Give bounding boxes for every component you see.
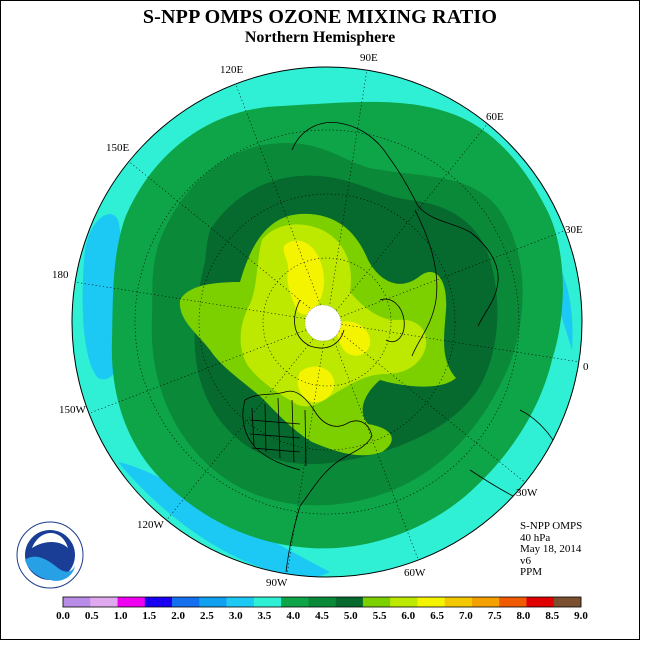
info-block: S-NPP OMPS 40 hPa May 18, 2014 v6 PPM <box>520 520 583 579</box>
lon-label-30w: 30W <box>516 487 538 499</box>
logo-wordmark: NOAA <box>38 544 62 553</box>
colorbar-tick-label: 6.0 <box>401 610 415 622</box>
map-subtitle: Northern Hemisphere <box>244 29 396 46</box>
lon-label-0: 0 <box>583 361 589 373</box>
lon-label-150e: 150E <box>106 142 130 154</box>
colorbar-swatch <box>117 597 146 607</box>
lon-label-60e: 60E <box>486 111 504 123</box>
longitude-labels: 90E 60E 30E 0 30W 60W 90W 120W 150W 180 … <box>52 52 589 589</box>
colorbar-tick-label: 0.0 <box>56 610 70 622</box>
colorbar-tick-label: 0.5 <box>85 610 99 622</box>
info-units: PPM <box>520 566 543 578</box>
colorbar-tick-label: 3.0 <box>229 610 243 622</box>
colorbar-tick-label: 4.0 <box>286 610 300 622</box>
info-level: 40 hPa <box>520 531 551 544</box>
colorbar-tick-label: 3.5 <box>258 610 272 622</box>
lon-label-60w: 60W <box>404 567 426 579</box>
colorbar-tick-label: 1.0 <box>114 610 128 622</box>
globe-outline <box>71 66 583 578</box>
colorbar-swatch <box>199 597 227 607</box>
noaa-logo: NOAA <box>16 521 84 589</box>
lon-label-180: 180 <box>52 269 69 281</box>
colorbar-tick-label: 7.5 <box>488 610 502 622</box>
colorbar-tick-label: 5.0 <box>344 610 358 622</box>
colorbar-tick-label: 8.0 <box>517 610 531 622</box>
colorbar-swatch <box>390 597 418 607</box>
figure-frame <box>0 0 640 640</box>
colorbar-swatch <box>90 597 118 607</box>
colorbar-tick-label: 4.5 <box>315 610 329 622</box>
pole-missing-data <box>304 304 342 342</box>
colorbar-tick-label: 5.5 <box>373 610 387 622</box>
colorbar-swatch <box>526 597 555 607</box>
colorbar-swatch <box>553 597 582 607</box>
lon-label-90e: 90E <box>360 52 378 64</box>
colorbar-swatch <box>444 597 473 607</box>
colorbar-swatch <box>308 597 336 607</box>
colorbar-swatch <box>172 597 200 607</box>
lon-label-30e: 30E <box>565 224 583 236</box>
info-instrument: S-NPP OMPS <box>520 520 583 532</box>
colorbar-swatch <box>471 597 500 607</box>
colorbar-tick-label: 6.5 <box>430 610 444 622</box>
lon-label-150w: 150W <box>59 404 87 416</box>
colorbar-swatch <box>417 597 445 607</box>
lon-label-90w: 90W <box>266 577 288 589</box>
colorbar-swatch <box>253 597 282 607</box>
colorbar-swatch <box>499 597 527 607</box>
info-version: v6 <box>520 554 531 567</box>
colorbar-tick-label: 2.0 <box>171 610 185 622</box>
colorbar-swatch <box>281 597 309 607</box>
colorbar: 0.0 0.5 1.0 1.5 2.0 2.5 3.0 3.5 4.0 4.5 5.0 5.5 6.0 6… <box>56 596 588 622</box>
info-date: May 18, 2014 <box>520 543 582 555</box>
lon-label-120w: 120W <box>137 519 165 531</box>
ozone-65-band-3 <box>337 321 371 356</box>
colorbar-swatch <box>63 597 91 607</box>
colorbar-swatch <box>335 597 364 607</box>
colorbar-tick-label: 9.0 <box>574 610 588 622</box>
colorbar-tick-label: 8.5 <box>545 610 559 622</box>
colorbar-tick-label: 2.5 <box>200 610 214 622</box>
colorbar-frame <box>62 596 582 608</box>
colorbar-swatch <box>144 597 173 607</box>
graticule <box>75 70 579 574</box>
map-title: S-NPP OMPS OZONE MIXING RATIO <box>142 6 498 28</box>
colorbar-swatch <box>362 597 391 607</box>
ozone-65-band-2 <box>297 366 335 403</box>
coastlines <box>242 122 561 573</box>
colorbar-tick-label: 1.5 <box>142 610 156 622</box>
colorbar-tick-label: 7.0 <box>459 610 473 622</box>
colorbar-swatch <box>226 597 255 607</box>
lon-label-120e: 120E <box>220 64 244 76</box>
ozone-65-band <box>283 240 324 315</box>
